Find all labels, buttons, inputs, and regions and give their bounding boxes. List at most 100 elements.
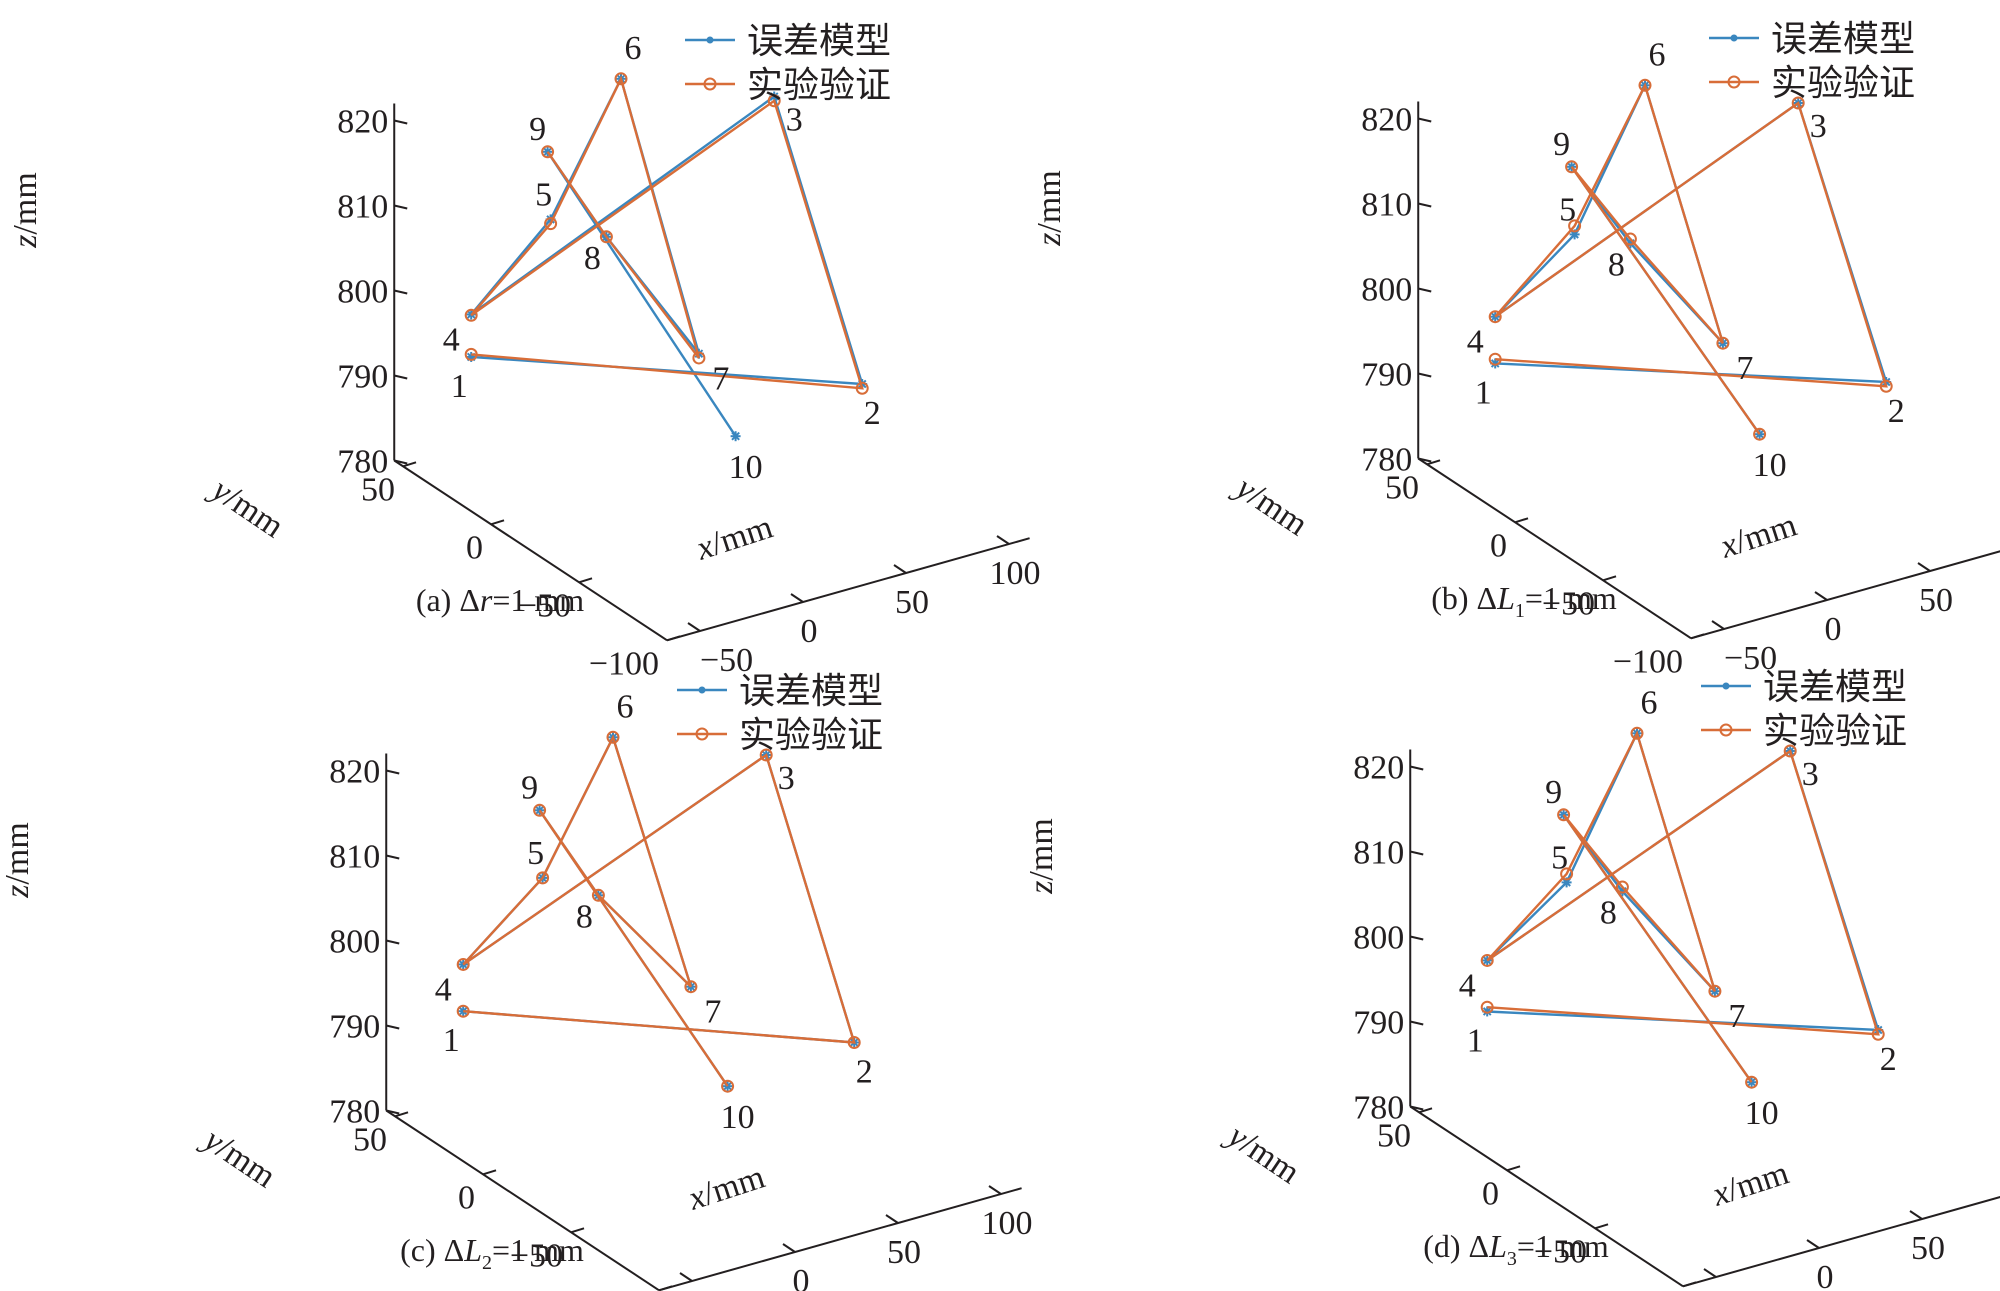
data-point-marker bbox=[1565, 160, 1579, 174]
y-axis-line bbox=[1409, 1105, 1684, 1288]
legend-marker bbox=[1730, 34, 1738, 42]
point-label: 5 bbox=[535, 176, 552, 213]
point-label: 3 bbox=[1802, 756, 1819, 793]
y-tick bbox=[1418, 1107, 1433, 1114]
point-label: 1 bbox=[451, 368, 468, 405]
x-tick bbox=[996, 535, 1010, 545]
point-label: 2 bbox=[864, 395, 881, 432]
data-point-marker bbox=[1560, 867, 1574, 881]
z-tick-label: 790 bbox=[1361, 356, 1412, 393]
point-label: 7 bbox=[1736, 350, 1753, 387]
legend-entry: 实验验证 bbox=[739, 715, 883, 755]
z-tick bbox=[394, 374, 408, 380]
point-label: 10 bbox=[1745, 1095, 1779, 1132]
chart-panel-b: −50050100500−50−100820810800790780x/mmy/… bbox=[1031, 19, 2000, 680]
point-label: 8 bbox=[584, 240, 601, 277]
series-experiment bbox=[1488, 78, 1893, 441]
x-tick-label: −50 bbox=[1724, 640, 1777, 677]
data-point-marker bbox=[730, 431, 741, 442]
y-tick bbox=[482, 1169, 497, 1176]
y-tick bbox=[658, 1285, 673, 1291]
point-label: 5 bbox=[527, 835, 544, 872]
data-point-marker bbox=[1630, 726, 1644, 740]
z-tick bbox=[1410, 1105, 1424, 1111]
point-label: 4 bbox=[443, 321, 460, 358]
data-point-marker bbox=[1871, 1027, 1885, 1041]
data-point-marker bbox=[1745, 1075, 1759, 1089]
x-tick-label: 50 bbox=[895, 584, 929, 621]
z-tick-label: 810 bbox=[1353, 834, 1404, 871]
legend-marker bbox=[703, 77, 717, 91]
y-axis-label: y/mm bbox=[195, 1120, 282, 1196]
point-label: 10 bbox=[729, 449, 763, 486]
data-point-marker bbox=[847, 1036, 861, 1049]
data-point-marker bbox=[536, 871, 550, 885]
x-tick-label: 0 bbox=[1817, 1259, 1834, 1291]
z-tick-label: 820 bbox=[337, 103, 388, 140]
x-tick-label: 0 bbox=[793, 1263, 810, 1291]
point-label: 1 bbox=[443, 1022, 460, 1059]
z-tick-label: 800 bbox=[329, 923, 380, 960]
legend-marker bbox=[695, 727, 709, 741]
y-tick bbox=[1690, 633, 1705, 640]
z-tick bbox=[1418, 457, 1432, 463]
z-tick bbox=[1410, 1020, 1424, 1026]
point-label: 4 bbox=[435, 971, 452, 1008]
x-tick-label: 50 bbox=[887, 1234, 921, 1271]
y-axis-label: y/mm bbox=[1219, 1116, 1306, 1192]
point-label: 8 bbox=[576, 898, 593, 935]
data-point-marker bbox=[464, 308, 478, 322]
x-axis-line bbox=[658, 1187, 1022, 1291]
point-label: 6 bbox=[1649, 36, 1666, 73]
point-label: 9 bbox=[529, 111, 546, 148]
x-tick bbox=[1711, 620, 1725, 630]
data-point-marker bbox=[591, 888, 605, 902]
y-tick bbox=[1514, 517, 1529, 524]
point-label: 10 bbox=[721, 1099, 755, 1136]
point-label: 1 bbox=[1467, 1022, 1484, 1059]
data-point-marker bbox=[721, 1079, 735, 1093]
x-tick-label: −50 bbox=[700, 642, 753, 679]
z-tick bbox=[386, 769, 400, 775]
z-tick-label: 810 bbox=[337, 188, 388, 225]
x-tick bbox=[1806, 1239, 1820, 1249]
y-tick-label: −50 bbox=[518, 587, 571, 624]
point-label: 1 bbox=[1475, 374, 1492, 411]
x-tick-label: 0 bbox=[801, 613, 818, 650]
z-tick bbox=[386, 854, 400, 860]
z-tick-label: 790 bbox=[337, 358, 388, 395]
y-axis-line bbox=[393, 459, 668, 642]
y-tick-label: −50 bbox=[510, 1237, 563, 1274]
point-label: 2 bbox=[1880, 1041, 1897, 1078]
z-tick-label: 780 bbox=[337, 443, 388, 480]
y-tick bbox=[490, 519, 505, 526]
y-tick bbox=[1602, 575, 1617, 582]
series-line bbox=[462, 734, 856, 1087]
data-point-marker bbox=[456, 957, 470, 971]
y-axis-line bbox=[1417, 457, 1692, 640]
z-tick bbox=[394, 289, 408, 295]
series-model bbox=[1490, 80, 1892, 440]
z-axis-label: z/mm bbox=[1031, 170, 1068, 247]
z-tick bbox=[1410, 765, 1424, 771]
x-tick bbox=[687, 622, 701, 632]
z-tick-label: 820 bbox=[1353, 749, 1404, 786]
x-tick bbox=[885, 1214, 899, 1224]
legend-marker bbox=[1719, 723, 1733, 737]
data-point-marker bbox=[759, 748, 773, 762]
z-tick bbox=[386, 1024, 400, 1030]
legend-entry: 实验验证 bbox=[747, 65, 891, 105]
x-axis-line bbox=[1690, 550, 2000, 640]
x-tick-label: 0 bbox=[1825, 611, 1842, 648]
chart-panel-c: −50050100500−50−100820810800790780x/mmy/… bbox=[0, 671, 1033, 1291]
x-tick bbox=[893, 564, 907, 574]
legend-marker bbox=[698, 686, 706, 694]
data-point-marker bbox=[541, 145, 555, 159]
point-label: 9 bbox=[1545, 774, 1562, 811]
point-label: 5 bbox=[1551, 839, 1568, 876]
data-point-marker bbox=[1638, 78, 1652, 92]
y-tick-label: −50 bbox=[1542, 585, 1595, 622]
